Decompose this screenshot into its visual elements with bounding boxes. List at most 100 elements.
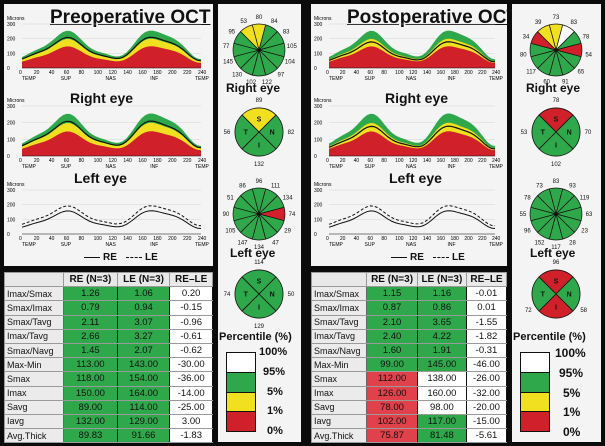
y-tick-label: 300	[314, 188, 323, 194]
le-curve	[328, 205, 496, 227]
metric-value: 117.00	[416, 413, 468, 430]
clock-value: 104	[285, 60, 296, 66]
quadrant-chart: S N I T 96 58 72	[525, 260, 588, 319]
metric-value: 3.65	[416, 314, 468, 330]
x-tick-label: 40	[49, 158, 55, 164]
metric-value: 138.00	[416, 371, 468, 387]
table-row: Savg 89.00 114.00 -25.00	[3, 399, 213, 415]
region-label: NAS	[106, 164, 117, 170]
table-header-row: RE (N=3) LE (N=3) RE–LE	[3, 271, 213, 288]
metric-value: 89.83	[63, 428, 118, 444]
postop-legend-re: RE	[391, 252, 424, 263]
scale-yellow	[521, 393, 549, 412]
table-header-cell: RE–LE	[466, 271, 507, 288]
table-row: Smax/Navg 1.45 2.07 -0.62	[3, 342, 213, 359]
axis-unit-label: Microns	[314, 182, 332, 188]
postop-title: Postoperative OCT	[347, 7, 519, 28]
quadrant-sector	[538, 131, 574, 157]
metric-label: Max-Min	[3, 357, 65, 373]
x-tick-label: 120	[409, 236, 418, 242]
metric-label: Smax/Navg	[310, 342, 368, 359]
clock-value: 90	[223, 212, 230, 218]
region-label: TEMP	[489, 242, 504, 248]
x-tick-label: 20	[340, 236, 346, 242]
metric-value: -0.61	[169, 328, 213, 344]
postop-scale-95: 95%	[559, 366, 584, 380]
metric-label: Smax	[310, 371, 368, 387]
metric-value: 132.00	[63, 413, 118, 430]
x-tick-label: 180	[451, 70, 460, 76]
axis-unit-label: Microns	[7, 16, 25, 22]
metric-label: Iavg	[3, 413, 65, 430]
quadrant-letter: S	[257, 278, 262, 285]
metric-value: 3.00	[169, 413, 213, 430]
table-header-cell	[310, 271, 368, 288]
metric-value: 1.45	[63, 342, 118, 359]
region-label: TEMP	[195, 164, 210, 170]
x-tick-label: 120	[409, 70, 418, 76]
metric-value: 2.11	[63, 314, 118, 330]
postop-clocks: 73 83 78 54 65 91 60 117 80 34 39 S N I T 78 70 102 53 83 93…	[520, 15, 593, 319]
scale-green	[521, 373, 549, 393]
preop-percentile-scale	[226, 352, 256, 432]
metric-value: 102.00	[366, 413, 418, 430]
region-label: NAS	[406, 242, 417, 248]
quadrant-sector	[538, 107, 574, 133]
postop-scale-1: 1%	[563, 405, 581, 419]
quadrant-chart: S N I T 114 50 129 74	[224, 260, 295, 330]
clock-value: 96	[256, 179, 263, 185]
clock-value: 134	[283, 196, 294, 202]
x-tick-label: 220	[183, 70, 192, 76]
quadrant-value: 89	[256, 98, 263, 104]
region-label: INF	[150, 164, 158, 170]
preop-left-eye-label: Left eye	[74, 170, 127, 186]
quadrant-sector	[258, 114, 284, 150]
region-label: TEMP	[22, 242, 37, 248]
postop-scale-100: 100%	[555, 346, 586, 360]
clock-value: 65	[578, 70, 585, 76]
table-row: Imax/Smax 1.15 1.16 -0.01	[310, 286, 507, 302]
table-row: Avg.Thick 89.83 91.66 -1.83	[3, 428, 213, 444]
x-tick-label: 140	[123, 158, 132, 164]
metric-value: 164.00	[116, 385, 171, 401]
postop-table: RE (N=3) LE (N=3) RE–LE Imax/Smax 1.15 1.16 -0…	[310, 271, 507, 444]
quadrant-value: 56	[224, 130, 231, 136]
table-row: Smax 118.00 154.00 -36.00	[3, 371, 213, 387]
x-tick-label: 200	[168, 158, 177, 164]
metric-value: 0.94	[116, 300, 171, 316]
region-label: SUP	[61, 164, 72, 170]
metric-value: -0.31	[466, 342, 507, 359]
y-tick-label: 100	[7, 217, 16, 223]
metric-label: Max-Min	[310, 357, 368, 373]
x-tick-label: 160	[437, 70, 446, 76]
table-header-cell: RE–LE	[169, 271, 213, 288]
clock-value: 117	[526, 70, 536, 76]
metric-value: 2.07	[116, 342, 171, 359]
quadrant-chart: S N I T 89 82 132 56	[224, 98, 295, 168]
quadrant-letter: T	[541, 130, 546, 137]
scale-yellow	[227, 393, 255, 412]
quadrant-value: 102	[551, 162, 562, 168]
metric-value: -5.61	[466, 428, 507, 444]
x-tick-label: 160	[437, 236, 446, 242]
clock-value: 29	[284, 229, 291, 235]
quadrant-letter: T	[244, 292, 249, 299]
x-tick-label: 140	[123, 236, 132, 242]
table-row: Imax/Tavg 2.40 4.22 -1.82	[310, 328, 507, 344]
clock-value: 102	[246, 80, 257, 86]
table-row: Smax/Tavg 2.11 3.07 -0.96	[3, 314, 213, 330]
x-tick-label: 100	[395, 236, 404, 242]
metric-label: Avg.Thick	[3, 428, 65, 444]
clock-sector	[240, 188, 260, 216]
region-label: TEMP	[22, 76, 37, 82]
quadrant-sector	[241, 269, 277, 295]
x-tick-label: 140	[423, 236, 432, 242]
preop-legend-le: LE	[126, 252, 158, 263]
region-label: SUP	[61, 242, 72, 248]
metric-value: -0.15	[169, 300, 213, 316]
y-tick-label: 300	[7, 22, 16, 28]
clock-value: 122	[262, 80, 273, 86]
quadrant-letter: I	[258, 305, 260, 312]
